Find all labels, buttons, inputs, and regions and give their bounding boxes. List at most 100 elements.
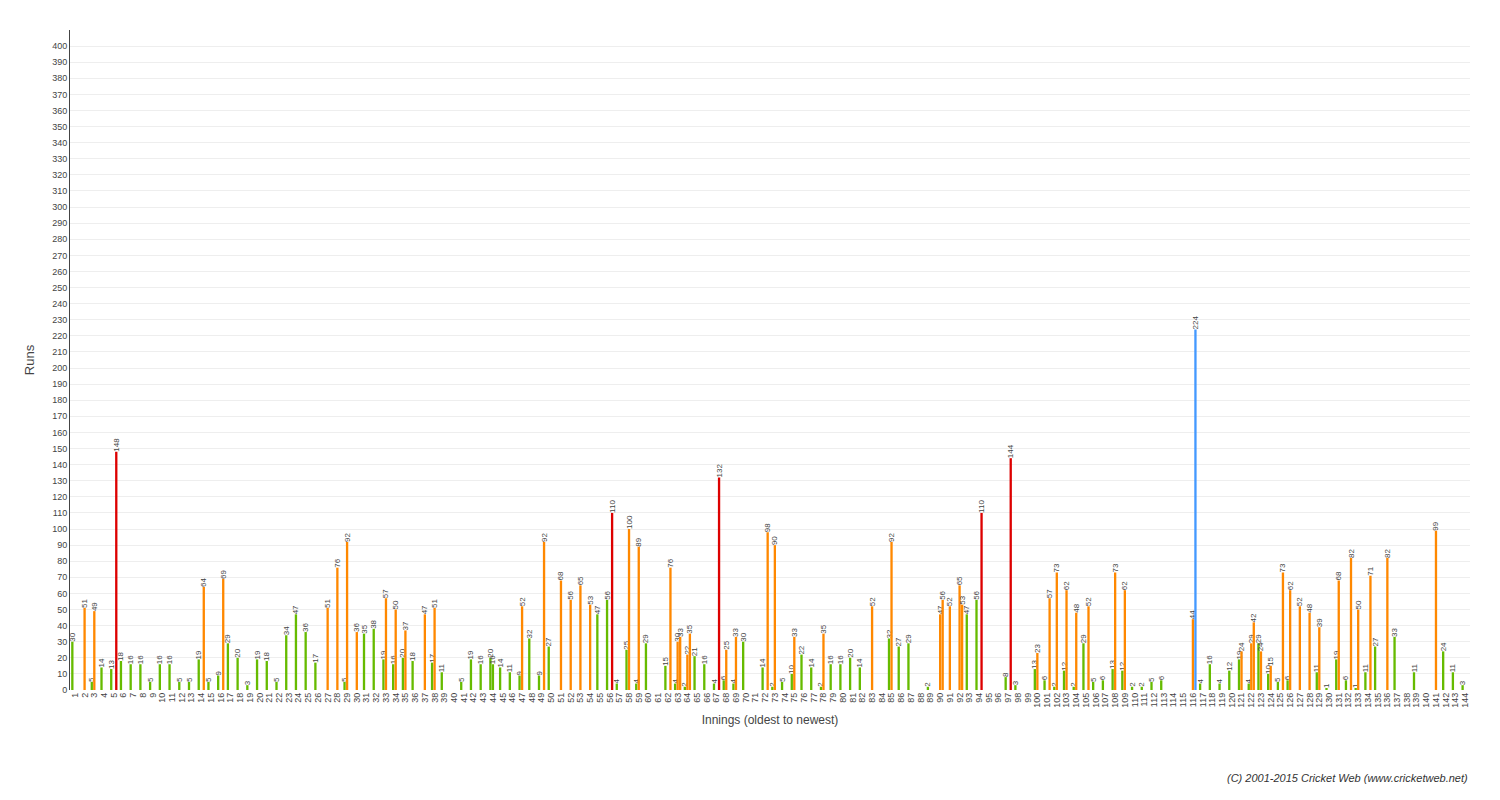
- svg-text:250: 250: [52, 283, 67, 293]
- svg-text:16: 16: [126, 655, 135, 664]
- svg-text:86: 86: [896, 693, 906, 703]
- svg-text:6: 6: [1040, 675, 1049, 680]
- svg-text:47: 47: [420, 605, 429, 614]
- svg-text:7: 7: [128, 693, 138, 698]
- svg-text:62: 62: [1286, 581, 1295, 590]
- svg-text:16: 16: [1205, 655, 1214, 664]
- svg-text:Innings (oldest to newest): Innings (oldest to newest): [702, 713, 839, 727]
- svg-text:30: 30: [673, 632, 682, 641]
- svg-text:94: 94: [974, 693, 984, 703]
- svg-text:6: 6: [1098, 675, 1107, 680]
- svg-text:2: 2: [680, 682, 689, 687]
- svg-text:82: 82: [1383, 549, 1392, 558]
- svg-text:38: 38: [369, 619, 378, 628]
- svg-text:20: 20: [233, 648, 242, 657]
- svg-text:127: 127: [1295, 693, 1305, 708]
- svg-text:3: 3: [243, 680, 252, 685]
- svg-text:24: 24: [1439, 642, 1448, 651]
- svg-text:68: 68: [1334, 571, 1343, 580]
- svg-text:35: 35: [685, 624, 694, 633]
- svg-text:23: 23: [284, 693, 294, 703]
- svg-text:71: 71: [750, 693, 760, 703]
- svg-text:82: 82: [1347, 549, 1356, 558]
- svg-text:15: 15: [206, 693, 216, 703]
- svg-text:10: 10: [57, 669, 67, 679]
- svg-text:5: 5: [146, 677, 155, 682]
- svg-text:101: 101: [1042, 693, 1052, 708]
- svg-text:224: 224: [1191, 316, 1200, 330]
- svg-text:97: 97: [1003, 693, 1013, 703]
- svg-text:75: 75: [789, 693, 799, 703]
- svg-text:14: 14: [97, 658, 106, 667]
- svg-text:144: 144: [1460, 693, 1470, 708]
- svg-text:115: 115: [1178, 693, 1188, 707]
- svg-text:49: 49: [90, 602, 99, 611]
- svg-text:22: 22: [797, 645, 806, 654]
- svg-text:6: 6: [1157, 675, 1166, 680]
- svg-text:69: 69: [219, 569, 228, 578]
- svg-text:4: 4: [710, 679, 719, 684]
- svg-text:200: 200: [52, 363, 67, 373]
- svg-text:18: 18: [408, 652, 417, 661]
- svg-text:11: 11: [1361, 663, 1370, 672]
- svg-text:11: 11: [1448, 663, 1457, 672]
- svg-text:47: 47: [936, 605, 945, 614]
- svg-text:48: 48: [1305, 603, 1314, 612]
- svg-text:390: 390: [52, 57, 67, 67]
- svg-text:140: 140: [52, 460, 67, 470]
- svg-text:50: 50: [57, 605, 67, 615]
- svg-text:43: 43: [478, 693, 488, 703]
- svg-text:49: 49: [536, 693, 546, 703]
- svg-text:10: 10: [787, 664, 796, 673]
- svg-text:95: 95: [984, 693, 994, 703]
- svg-text:330: 330: [52, 154, 67, 164]
- svg-text:52: 52: [518, 597, 527, 606]
- svg-text:19: 19: [379, 650, 388, 659]
- svg-text:128: 128: [1305, 693, 1315, 708]
- svg-text:110: 110: [1130, 693, 1140, 707]
- svg-text:63: 63: [673, 693, 683, 703]
- svg-text:1: 1: [1322, 683, 1331, 688]
- svg-text:137: 137: [1392, 693, 1402, 708]
- svg-text:4: 4: [99, 693, 109, 698]
- svg-text:81: 81: [848, 693, 858, 703]
- svg-text:120: 120: [1227, 693, 1237, 708]
- svg-text:5: 5: [204, 677, 213, 682]
- svg-text:118: 118: [1207, 693, 1217, 707]
- svg-text:17: 17: [311, 653, 320, 662]
- svg-text:56: 56: [938, 590, 947, 599]
- svg-text:19: 19: [194, 650, 203, 659]
- svg-text:88: 88: [916, 693, 926, 703]
- svg-text:Runs: Runs: [22, 344, 37, 375]
- svg-text:116: 116: [1188, 693, 1198, 707]
- svg-text:5: 5: [457, 677, 466, 682]
- svg-text:100: 100: [52, 524, 67, 534]
- svg-text:130: 130: [1324, 693, 1334, 708]
- svg-text:131: 131: [1334, 693, 1344, 708]
- svg-text:92: 92: [540, 532, 549, 541]
- svg-text:109: 109: [1120, 693, 1130, 708]
- svg-text:99: 99: [1023, 693, 1033, 703]
- svg-text:80: 80: [57, 556, 67, 566]
- svg-text:35: 35: [819, 624, 828, 633]
- svg-text:44: 44: [488, 693, 498, 703]
- svg-text:260: 260: [52, 267, 67, 277]
- svg-text:280: 280: [52, 234, 67, 244]
- svg-text:62: 62: [663, 693, 673, 703]
- svg-text:99: 99: [1431, 521, 1440, 530]
- svg-text:19: 19: [466, 650, 475, 659]
- svg-text:5: 5: [87, 677, 96, 682]
- svg-text:70: 70: [57, 572, 67, 582]
- svg-text:105: 105: [1081, 693, 1091, 708]
- svg-text:12: 12: [1225, 661, 1234, 670]
- svg-text:50: 50: [391, 600, 400, 609]
- svg-text:53: 53: [575, 693, 585, 703]
- svg-text:50: 50: [546, 693, 556, 703]
- svg-text:110: 110: [977, 500, 986, 513]
- svg-text:33: 33: [381, 693, 391, 703]
- svg-text:15: 15: [661, 656, 670, 665]
- svg-text:56: 56: [605, 693, 615, 703]
- svg-text:2: 2: [1069, 682, 1078, 687]
- svg-text:148: 148: [112, 438, 121, 452]
- svg-text:64: 64: [199, 578, 208, 587]
